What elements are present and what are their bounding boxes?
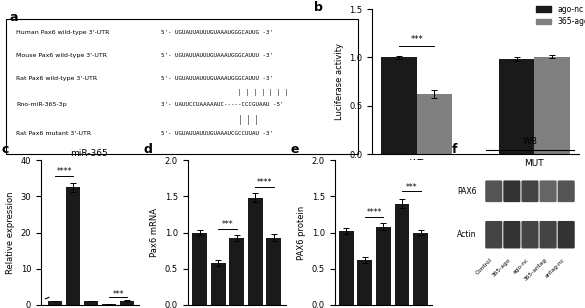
Text: ****: **** <box>57 167 72 176</box>
Bar <box>192 233 207 305</box>
Bar <box>48 301 63 305</box>
Text: Rat Pax6 mutant 3'-UTR: Rat Pax6 mutant 3'-UTR <box>16 131 91 136</box>
FancyBboxPatch shape <box>485 180 503 202</box>
Bar <box>84 301 98 305</box>
Text: d: d <box>144 143 153 156</box>
FancyBboxPatch shape <box>521 180 539 202</box>
Text: Rno-miR-365-3p: Rno-miR-365-3p <box>16 102 67 107</box>
Y-axis label: Luciferase activity: Luciferase activity <box>335 43 343 120</box>
Bar <box>381 58 417 154</box>
Legend: ago-nc, 365-ago: ago-nc, 365-ago <box>533 2 585 29</box>
Text: ***: *** <box>112 290 124 298</box>
Text: f: f <box>452 143 457 156</box>
Text: 5'- UGUAUUAUUUGUAAAUCGCCUUAU -3': 5'- UGUAUUAUUUGUAAAUCGCCUUAU -3' <box>161 131 273 136</box>
Bar <box>66 187 81 305</box>
FancyBboxPatch shape <box>503 221 521 249</box>
Text: ****: **** <box>366 208 382 217</box>
Text: Mouse Pax6 wild-type 3'-UTR: Mouse Pax6 wild-type 3'-UTR <box>16 53 108 58</box>
Text: c: c <box>2 143 9 156</box>
Text: ***: *** <box>222 221 233 229</box>
Text: WB: WB <box>523 137 538 146</box>
Text: 365-antag: 365-antag <box>523 257 548 282</box>
Bar <box>120 301 135 305</box>
Text: 5'- UGUAUUAUUUGUAAAUGGGCAUUU -3': 5'- UGUAUUAUUUGUAAAUGGGCAUUU -3' <box>161 53 273 58</box>
Text: Actin: Actin <box>457 230 476 239</box>
FancyBboxPatch shape <box>485 221 503 249</box>
Y-axis label: Relative expression: Relative expression <box>6 191 15 274</box>
Text: ***: *** <box>405 183 417 192</box>
Text: b: b <box>314 1 323 14</box>
Text: e: e <box>291 143 299 156</box>
Bar <box>248 198 263 305</box>
Bar <box>499 59 535 154</box>
Bar <box>102 304 116 305</box>
FancyBboxPatch shape <box>539 221 557 249</box>
Bar <box>339 231 354 305</box>
Text: 3'- UAUUCCUAAAAAUC-----CCCGUAAU -5': 3'- UAUUCCUAAAAAUC-----CCCGUAAU -5' <box>161 102 283 107</box>
Text: miR-365: miR-365 <box>70 148 108 158</box>
Y-axis label: PAX6 protein: PAX6 protein <box>297 205 306 260</box>
Text: 5'- UGUAUUAUUUGUAAAUGGGCAUUU -3': 5'- UGUAUUAUUUGUAAAUGGGCAUUU -3' <box>161 76 273 81</box>
Text: ***: *** <box>410 35 423 44</box>
Text: ago-nc: ago-nc <box>512 257 530 275</box>
Bar <box>413 233 428 305</box>
Bar <box>229 237 244 305</box>
Y-axis label: Pax6 mRNA: Pax6 mRNA <box>150 208 159 257</box>
FancyBboxPatch shape <box>539 180 557 202</box>
FancyBboxPatch shape <box>6 19 358 154</box>
Bar <box>394 204 409 305</box>
FancyBboxPatch shape <box>503 180 521 202</box>
Text: 5'- UGUAUUAUUUGUAAAUGGGCAUUG -3': 5'- UGUAUUAUUUGUAAAUGGGCAUUG -3' <box>161 30 273 35</box>
Text: antag-nc: antag-nc <box>544 257 566 279</box>
Text: Control: Control <box>475 257 494 276</box>
Bar <box>376 227 391 305</box>
Text: a: a <box>9 11 18 24</box>
FancyBboxPatch shape <box>558 180 574 202</box>
Bar <box>211 263 226 305</box>
Bar <box>535 57 570 154</box>
Bar <box>266 237 281 305</box>
Bar <box>417 94 452 154</box>
Text: PAX6: PAX6 <box>457 187 476 196</box>
Text: ****: **** <box>257 179 272 188</box>
Text: 365-ago: 365-ago <box>491 257 512 278</box>
FancyBboxPatch shape <box>558 221 574 249</box>
Text: Rat Pax6 wild-type 3'-UTR: Rat Pax6 wild-type 3'-UTR <box>16 76 98 81</box>
Bar <box>357 260 372 305</box>
Text: Human Pax6 wild-type 3'-UTR: Human Pax6 wild-type 3'-UTR <box>16 30 110 35</box>
FancyBboxPatch shape <box>521 221 539 249</box>
